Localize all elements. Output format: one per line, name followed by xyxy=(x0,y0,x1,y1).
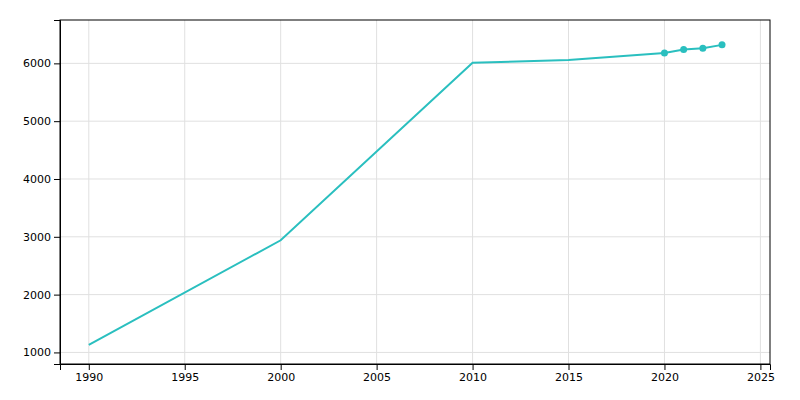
tick-mark xyxy=(760,364,761,370)
marks xyxy=(89,41,726,345)
tick-mark xyxy=(54,121,60,122)
x-axis: 1990 1995 2000 2005 2010 2015 2020 2025 xyxy=(61,364,775,384)
tick: 2000 xyxy=(267,364,295,384)
grid-line-x xyxy=(184,20,185,364)
plot-frame xyxy=(60,20,770,364)
chart: 1990 1995 2000 2005 2010 2015 2020 2025 1000 2000… xyxy=(0,0,800,400)
tick: 2020 xyxy=(651,364,679,384)
tick-label: 4000 xyxy=(23,173,51,186)
tick-mark xyxy=(54,352,60,353)
tick: 5000 xyxy=(23,115,60,128)
tick-label: 2025 xyxy=(747,371,775,384)
plot: 1990 1995 2000 2005 2010 2015 2020 2025 1000 2000… xyxy=(23,20,775,384)
tick: 6000 xyxy=(23,57,60,70)
tick-mark xyxy=(54,63,60,64)
tick-mark xyxy=(54,179,60,180)
tick-label: 1000 xyxy=(23,346,51,359)
marker xyxy=(699,45,706,52)
grid-line-y xyxy=(60,352,770,353)
tick-mark xyxy=(569,364,570,370)
tick: 2015 xyxy=(555,364,583,384)
grid-line-y xyxy=(60,294,770,295)
marker xyxy=(719,41,726,48)
axis-line xyxy=(54,21,61,365)
tick-label: 5000 xyxy=(23,115,51,128)
grid-line-x xyxy=(280,20,281,364)
tick-mark xyxy=(664,364,665,370)
tick-label: 6000 xyxy=(23,57,51,70)
tick: 2025 xyxy=(747,364,775,384)
tick-mark xyxy=(54,295,60,296)
tick-label: 3000 xyxy=(23,231,51,244)
tick: 1995 xyxy=(171,364,199,384)
grid-line-y xyxy=(60,121,770,122)
tick-label: 2020 xyxy=(651,371,679,384)
grid-line-x xyxy=(472,20,473,364)
tick-label: 2010 xyxy=(459,371,487,384)
grid-line-x xyxy=(760,20,761,364)
tick: 3000 xyxy=(23,231,60,244)
axis-line xyxy=(61,365,771,371)
grid-line-y xyxy=(60,63,770,64)
tick-label: 2000 xyxy=(23,289,51,302)
grid-line-x xyxy=(664,20,665,364)
line xyxy=(89,45,722,345)
y-axis: 1000 2000 3000 4000 5000 6000 xyxy=(23,21,61,365)
tick-label: 2015 xyxy=(555,371,583,384)
grid-line-y xyxy=(60,236,770,237)
tick-label: 1995 xyxy=(171,371,199,384)
tick-label: 2005 xyxy=(363,371,391,384)
tick-mark xyxy=(54,237,60,238)
tick-label: 1990 xyxy=(75,371,103,384)
tick: 1000 xyxy=(23,346,60,359)
grid-line-x xyxy=(88,20,89,364)
tick-mark xyxy=(377,364,378,370)
tick: 1990 xyxy=(75,364,103,384)
grid-line-y xyxy=(60,178,770,179)
tick-label: 2000 xyxy=(267,371,295,384)
marker xyxy=(661,49,668,56)
tick: 2000 xyxy=(23,289,60,302)
marker xyxy=(680,46,687,53)
tick-mark xyxy=(89,364,90,370)
grid-line-x xyxy=(376,20,377,364)
tick: 4000 xyxy=(23,173,60,186)
tick: 2010 xyxy=(459,364,487,384)
tick: 2005 xyxy=(363,364,391,384)
tick-mark xyxy=(473,364,474,370)
tick-mark xyxy=(281,364,282,370)
tick-mark xyxy=(185,364,186,370)
grid xyxy=(60,20,770,364)
grid-line-x xyxy=(568,20,569,364)
